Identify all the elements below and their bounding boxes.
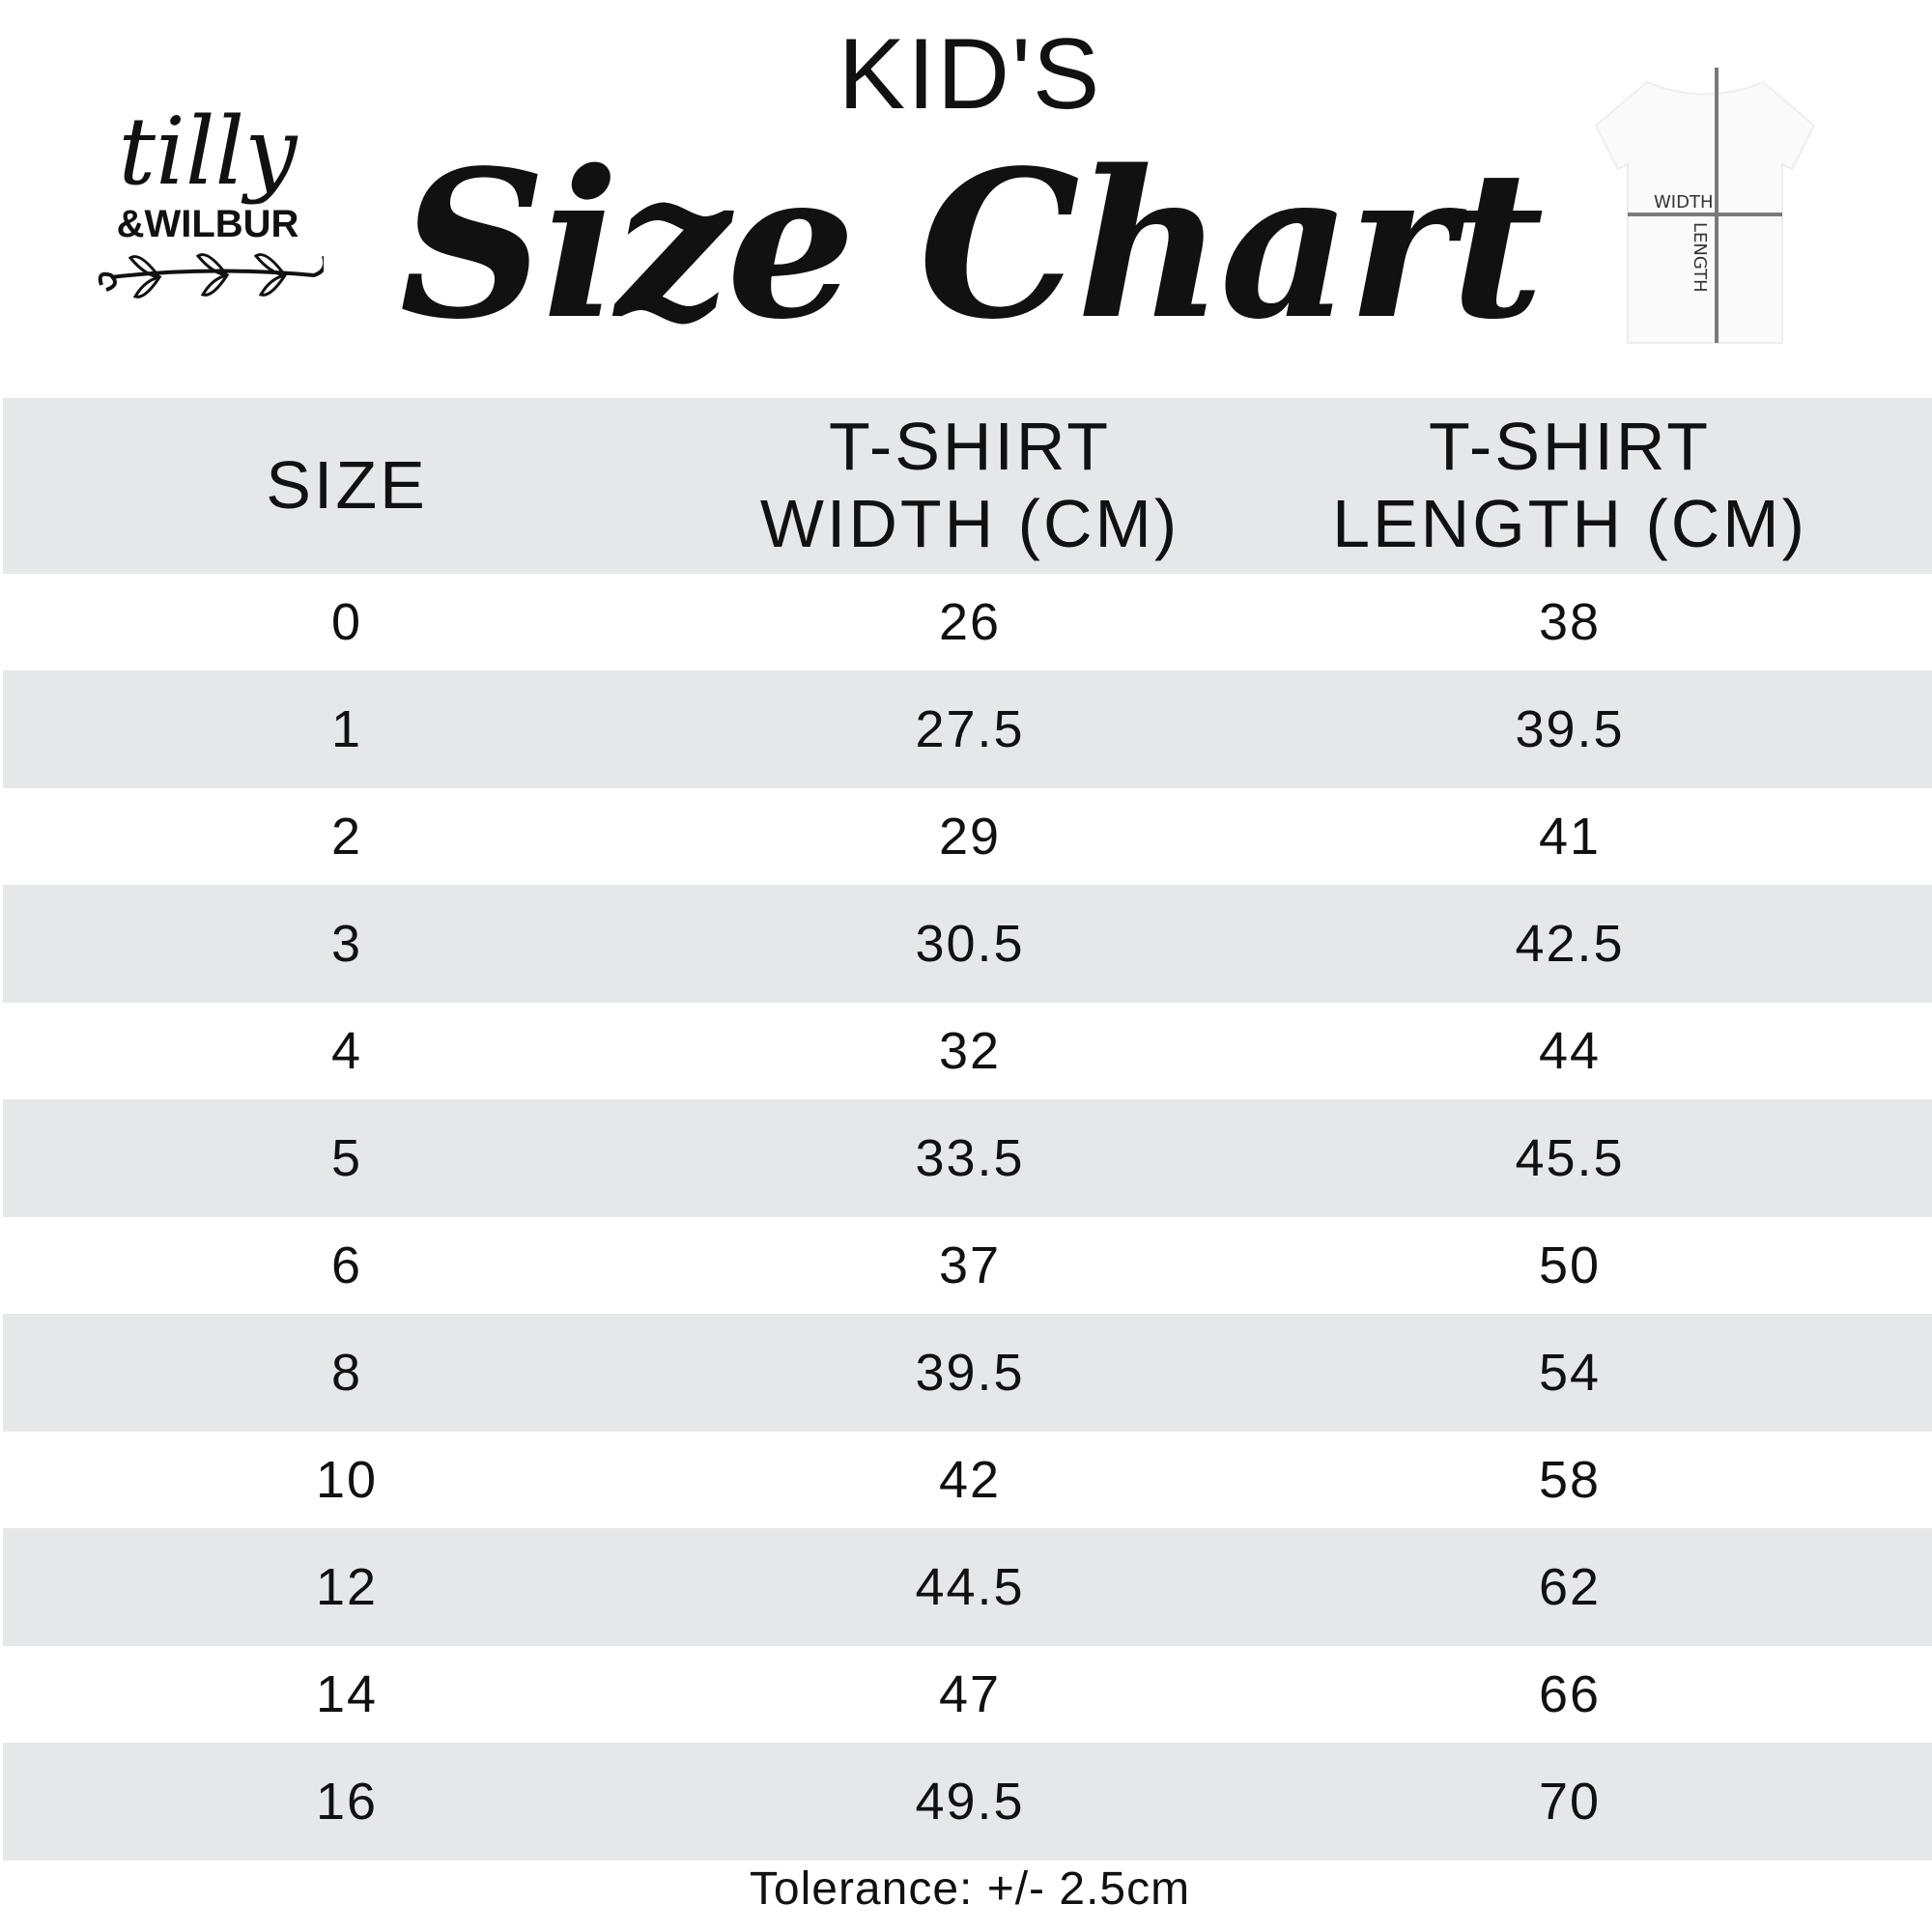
cell-length: 62 xyxy=(1538,1558,1602,1616)
svg-text:tilly: tilly xyxy=(119,98,299,206)
table-row: 14 47 66 xyxy=(3,1646,1932,1743)
cell-length: 42.5 xyxy=(1515,915,1625,973)
table-row: 1 27.5 39.5 xyxy=(3,670,1932,788)
table-header: SIZE T-SHIRT WIDTH (CM) T-SHIRT LENGTH (CM… xyxy=(3,398,1932,574)
cell-size: 12 xyxy=(315,1558,379,1616)
cell-size: 5 xyxy=(330,1129,363,1187)
table-row: 8 39.5 54 xyxy=(3,1314,1932,1432)
cell-width: 27.5 xyxy=(915,700,1025,758)
cell-size: 14 xyxy=(315,1665,379,1723)
cell-length: 66 xyxy=(1538,1665,1602,1723)
cell-width: 32 xyxy=(938,1022,1002,1080)
column-header-width: T-SHIRT WIDTH (CM) xyxy=(759,409,1180,561)
cell-size: 4 xyxy=(330,1022,363,1080)
table-row: 4 32 44 xyxy=(3,1003,1932,1099)
column-header-length: T-SHIRT LENGTH (CM) xyxy=(1332,409,1807,561)
cell-size: 0 xyxy=(330,593,363,651)
cell-length: 41 xyxy=(1538,808,1602,866)
table-row: 3 30.5 42.5 xyxy=(3,885,1932,1003)
table-row: 12 44.5 62 xyxy=(3,1528,1932,1646)
column-header-size: SIZE xyxy=(266,447,428,523)
cell-width: 44.5 xyxy=(915,1558,1025,1616)
cell-width: 37 xyxy=(938,1236,1002,1294)
cell-width: 29 xyxy=(938,808,1002,866)
cell-width: 47 xyxy=(938,1665,1002,1723)
length-label: LENGTH xyxy=(1690,222,1710,293)
kids-heading: KID'S xyxy=(838,18,1102,130)
cell-width: 39.5 xyxy=(915,1344,1025,1402)
cell-width: 42 xyxy=(938,1451,1002,1509)
table-row: 5 33.5 45.5 xyxy=(3,1099,1932,1217)
cell-length: 38 xyxy=(1538,593,1602,651)
table-row: 10 42 58 xyxy=(3,1432,1932,1528)
table-row: 16 49.5 70 xyxy=(3,1743,1932,1861)
cell-width: 30.5 xyxy=(915,915,1025,973)
svg-text:&WILBUR: &WILBUR xyxy=(117,203,299,245)
cell-size: 1 xyxy=(330,700,363,758)
cell-length: 70 xyxy=(1538,1773,1602,1831)
cell-size: 16 xyxy=(315,1773,379,1831)
table-row: 0 26 38 xyxy=(3,574,1932,670)
table-row: 2 29 41 xyxy=(3,788,1932,885)
cell-length: 54 xyxy=(1538,1344,1602,1402)
cell-length: 39.5 xyxy=(1515,700,1625,758)
cell-size: 2 xyxy=(330,808,363,866)
tshirt-diagram: WIDTH LENGTH xyxy=(1594,68,1816,344)
cell-length: 44 xyxy=(1538,1022,1602,1080)
tolerance-note: Tolerance: +/- 2.5cm xyxy=(749,1863,1191,1915)
cell-width: 33.5 xyxy=(915,1129,1025,1187)
cell-size: 6 xyxy=(330,1236,363,1294)
cell-size: 8 xyxy=(330,1344,363,1402)
cell-size: 3 xyxy=(330,915,363,973)
cell-width: 26 xyxy=(938,593,1002,651)
size-chart-title: Size Chart xyxy=(399,126,1545,364)
cell-length: 50 xyxy=(1538,1236,1602,1294)
cell-size: 10 xyxy=(315,1451,379,1509)
cell-width: 49.5 xyxy=(915,1773,1025,1831)
cell-length: 58 xyxy=(1538,1451,1602,1509)
tilly-wilbur-logo: tilly &WILBUR xyxy=(98,98,324,298)
cell-length: 45.5 xyxy=(1515,1129,1625,1187)
width-label: WIDTH xyxy=(1654,192,1714,213)
table-row: 6 37 50 xyxy=(3,1217,1932,1314)
